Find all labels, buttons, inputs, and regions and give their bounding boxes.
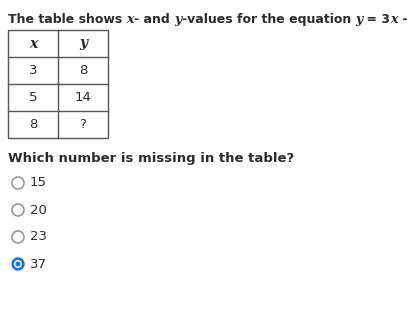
Circle shape [16,262,20,266]
Text: 5: 5 [29,91,37,104]
Text: 8: 8 [79,64,87,77]
Text: x: x [390,13,398,26]
Text: x: x [127,13,134,26]
Text: 3: 3 [29,64,37,77]
Text: 20: 20 [30,203,47,216]
Text: 37: 37 [30,257,47,270]
Text: x: x [29,36,37,50]
Text: 8: 8 [29,118,37,131]
Text: 15: 15 [30,176,47,189]
Circle shape [12,231,24,243]
Text: -values for the equation: -values for the equation [182,13,355,26]
Text: y: y [355,13,362,26]
Text: The table shows: The table shows [8,13,127,26]
Text: 23: 23 [30,230,47,243]
Text: - and: - and [134,13,174,26]
Text: y: y [79,36,87,50]
Circle shape [12,204,24,216]
Text: Which number is missing in the table?: Which number is missing in the table? [8,152,294,165]
Text: = 3: = 3 [362,13,390,26]
Bar [8,30,108,138]
Circle shape [15,261,21,267]
Text: y: y [174,13,182,26]
Circle shape [12,177,24,189]
Circle shape [12,258,24,270]
Text: – 1.: – 1. [398,13,407,26]
Text: 14: 14 [74,91,92,104]
Text: ?: ? [79,118,86,131]
